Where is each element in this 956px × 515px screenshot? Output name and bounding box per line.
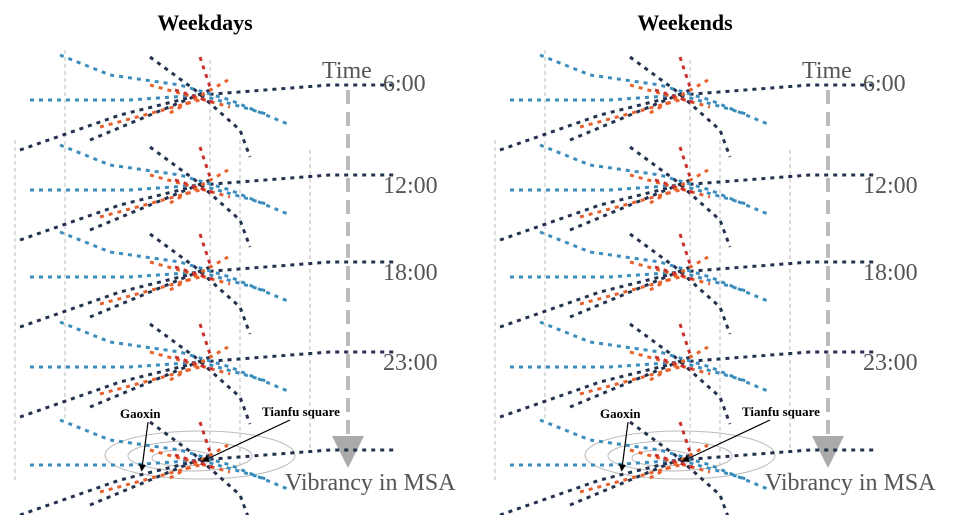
network-line — [30, 272, 270, 292]
network-line — [630, 57, 730, 157]
network-line — [150, 147, 250, 247]
network-line — [630, 324, 730, 424]
panel-title: Weekends — [637, 10, 733, 35]
annotation-arrow — [205, 420, 290, 460]
network-line — [680, 147, 690, 177]
time-label: 12:00 — [863, 173, 918, 199]
network-line — [200, 324, 210, 354]
panel: Weekends Time 6:00 12:00 18:00 23:00 Gaoxin Tia… — [495, 10, 936, 515]
time-axis-label: Time — [802, 58, 852, 84]
network-line — [200, 147, 210, 177]
network-line — [630, 147, 730, 247]
network-line — [150, 57, 250, 157]
network-line — [30, 95, 270, 115]
network-line — [680, 234, 690, 264]
time-label: 18:00 — [383, 260, 438, 286]
time-label: 6:00 — [863, 71, 906, 97]
time-label: 23:00 — [863, 350, 918, 376]
network-line — [680, 324, 690, 354]
network-line — [150, 324, 250, 424]
base-label: Vibrancy in MSA — [765, 470, 936, 496]
time-label: 12:00 — [383, 173, 438, 199]
network-line — [510, 185, 750, 205]
panel: Weekdays Time 6:00 12:00 18:00 23:00 Gaoxin Tia… — [15, 10, 456, 515]
network-line — [200, 422, 210, 452]
annotation-arrow — [685, 420, 770, 460]
annotation: Tianfu square — [742, 404, 820, 419]
network-line — [30, 185, 270, 205]
network-line — [30, 362, 270, 382]
network-line — [150, 234, 250, 334]
panel-title: Weekdays — [157, 10, 253, 35]
network-line — [200, 57, 210, 87]
annotation: Tianfu square — [262, 404, 340, 419]
annotation: Gaoxin — [600, 406, 641, 421]
time-axis-label: Time — [322, 58, 372, 84]
time-label: 6:00 — [383, 71, 426, 97]
time-label: 23:00 — [383, 350, 438, 376]
time-label: 18:00 — [863, 260, 918, 286]
network-line — [680, 422, 690, 452]
annotation: Gaoxin — [120, 406, 161, 421]
network-line — [200, 234, 210, 264]
network-line — [510, 95, 750, 115]
base-label: Vibrancy in MSA — [285, 470, 456, 496]
network-line — [510, 272, 750, 292]
network-line — [510, 362, 750, 382]
network-line — [680, 57, 690, 87]
network-line — [630, 234, 730, 334]
figure: Weekdays Time 6:00 12:00 18:00 23:00 Gaoxin Tia… — [0, 0, 956, 515]
